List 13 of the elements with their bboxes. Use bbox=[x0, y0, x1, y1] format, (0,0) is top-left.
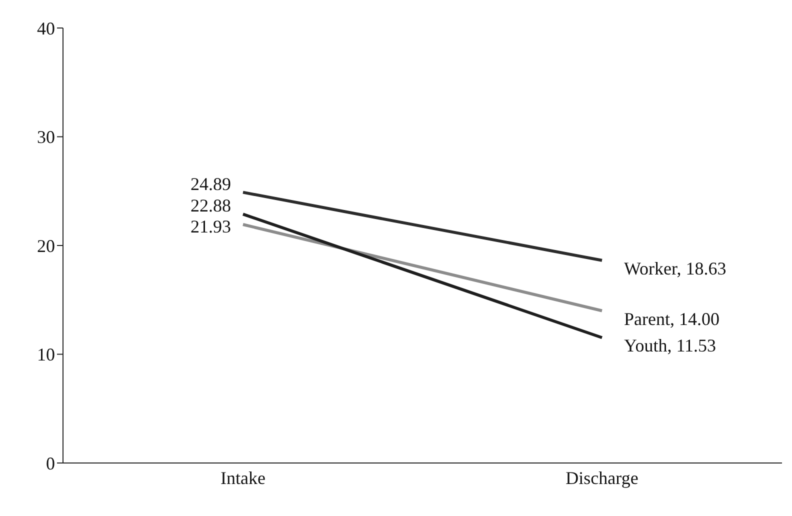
y-tick-label: 20 bbox=[37, 236, 55, 256]
x-tick-label: Intake bbox=[220, 468, 266, 488]
y-tick-label: 30 bbox=[37, 127, 55, 148]
y-tick-label: 40 bbox=[37, 18, 55, 38]
data-label: 21.93 bbox=[190, 216, 231, 237]
x-tick-label: Discharge bbox=[566, 468, 638, 488]
data-label: 22.88 bbox=[190, 196, 231, 216]
y-tick-label: 0 bbox=[46, 453, 55, 474]
data-label: 24.89 bbox=[190, 174, 231, 194]
text: Parent, 14.00 bbox=[624, 308, 720, 329]
y-tick-label: 10 bbox=[37, 344, 55, 365]
text: Worker, 18.63 bbox=[624, 258, 726, 279]
text: Youth, 11.53 bbox=[624, 336, 716, 356]
